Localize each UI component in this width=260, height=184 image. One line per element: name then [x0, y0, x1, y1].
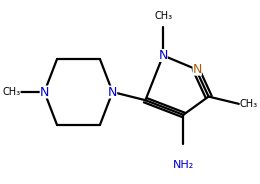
Text: CH₃: CH₃: [154, 11, 172, 21]
Text: N: N: [158, 49, 168, 62]
Text: N: N: [40, 86, 49, 98]
Text: NH₂: NH₂: [173, 160, 194, 170]
Text: CH₃: CH₃: [240, 99, 258, 109]
Text: CH₃: CH₃: [3, 87, 21, 97]
Text: N: N: [108, 86, 117, 98]
Text: N: N: [192, 63, 202, 76]
